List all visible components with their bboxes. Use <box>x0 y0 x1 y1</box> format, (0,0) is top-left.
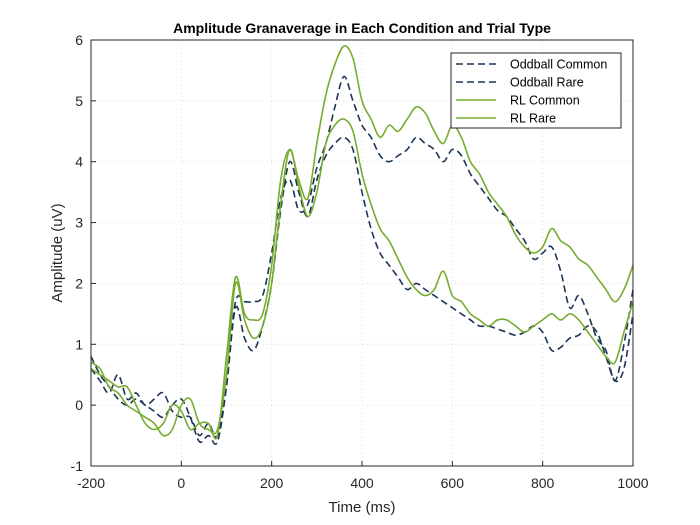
series-line-oddball-rare <box>90 136 634 445</box>
series-line-oddball-common <box>90 75 634 438</box>
series-line-rl-common <box>90 45 634 440</box>
legend-label-oddball-common: Oddball Common <box>510 58 607 72</box>
x-tick-label: 400 <box>350 475 374 491</box>
y-tick-label: -1 <box>71 458 84 474</box>
legend-label-rl-rare: RL Rare <box>510 112 556 126</box>
x-tick-label: 800 <box>531 475 555 491</box>
series-line-rl-rare <box>90 118 634 437</box>
y-tick-label: 0 <box>75 397 83 413</box>
y-tick-label: 6 <box>75 32 83 48</box>
y-tick-label: 3 <box>75 215 83 231</box>
legend-label-rl-common: RL Common <box>510 94 580 108</box>
y-tick-label: 5 <box>75 93 83 109</box>
chart-title: Amplitude Granaverage in Each Condition … <box>173 20 551 36</box>
x-axis-label: Time (ms) <box>329 499 396 516</box>
y-axis-label: Amplitude (uV) <box>49 203 66 302</box>
x-tick-label: 600 <box>441 475 465 491</box>
x-tick-label: 1000 <box>617 475 648 491</box>
legend: Oddball Common Oddball Rare RL Common RL Ra… <box>450 52 622 129</box>
legend-box <box>450 52 622 129</box>
x-tick-label: 200 <box>260 475 284 491</box>
y-tick-label: 4 <box>75 154 83 170</box>
y-tick-label: 2 <box>75 275 83 291</box>
y-tick-label: 1 <box>75 336 83 352</box>
x-tick-label: 0 <box>177 475 185 491</box>
series-layer <box>90 45 634 445</box>
x-tick-label: -200 <box>77 475 105 491</box>
ticks: -200 0 200 400 600 800 1000 -1 0 1 2 3 4 5 6 <box>71 32 649 491</box>
legend-label-oddball-rare: Oddball Rare <box>510 76 584 90</box>
